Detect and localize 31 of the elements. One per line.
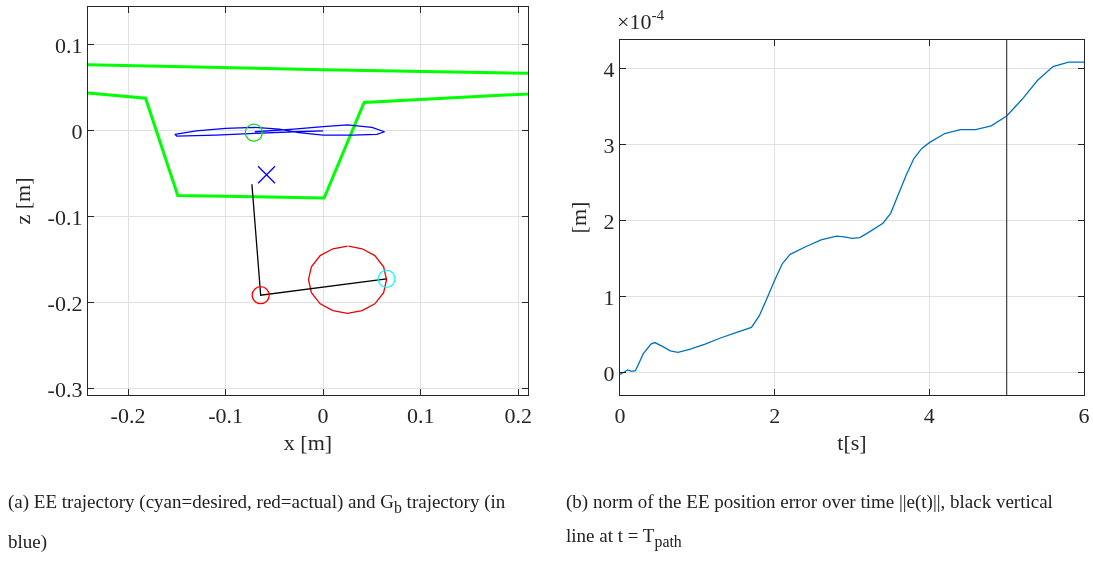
y-tick-label: 1 (603, 284, 615, 310)
line-series (88, 91, 528, 200)
y-tick-label: 0 (71, 118, 83, 144)
y-tick-label: 4 (603, 56, 615, 82)
y-axis-title: z [m] (10, 177, 36, 225)
y-tick-label: -0.2 (47, 290, 83, 316)
x-tick-label: 4 (923, 402, 935, 428)
text: ×10$^{-4}$ (617, 6, 665, 35)
x-tick-label: 0.1 (406, 402, 435, 428)
x-tick-label: 6 (1078, 402, 1090, 428)
chart-title: (a) EE trajectory (cyan=desired, red=actual) and G$_{b}$ trajectory (in blue) (8, 491, 506, 552)
line-series (620, 61, 1084, 376)
text: (b) norm of the EE position error over time ||e(t)||, black vertical line at t = T$_{path}$ (565, 490, 1054, 553)
x-tick-label: 2 (769, 402, 781, 428)
y-tick-label: 0 (603, 360, 615, 386)
y-tick-label: 2 (603, 208, 615, 234)
x-tick-label: -0.2 (110, 402, 146, 428)
y-tick-label: 3 (603, 132, 615, 158)
x-axis-title: x [m] (283, 430, 333, 456)
x-tick-label: 0.2 (504, 402, 532, 428)
x-tick-label: -0.1 (208, 402, 243, 428)
x-axis-title: t[s] (837, 430, 867, 456)
y-axis-title: [m] (566, 201, 592, 234)
point (244, 123, 263, 142)
point (251, 286, 270, 305)
point (257, 165, 276, 184)
y-tick-label: -0.3 (47, 376, 83, 402)
x-tick-label: 0 (317, 402, 329, 428)
y-tick-label: 0.1 (54, 32, 83, 58)
y-tick-label: -0.1 (47, 204, 83, 230)
point (377, 269, 396, 288)
